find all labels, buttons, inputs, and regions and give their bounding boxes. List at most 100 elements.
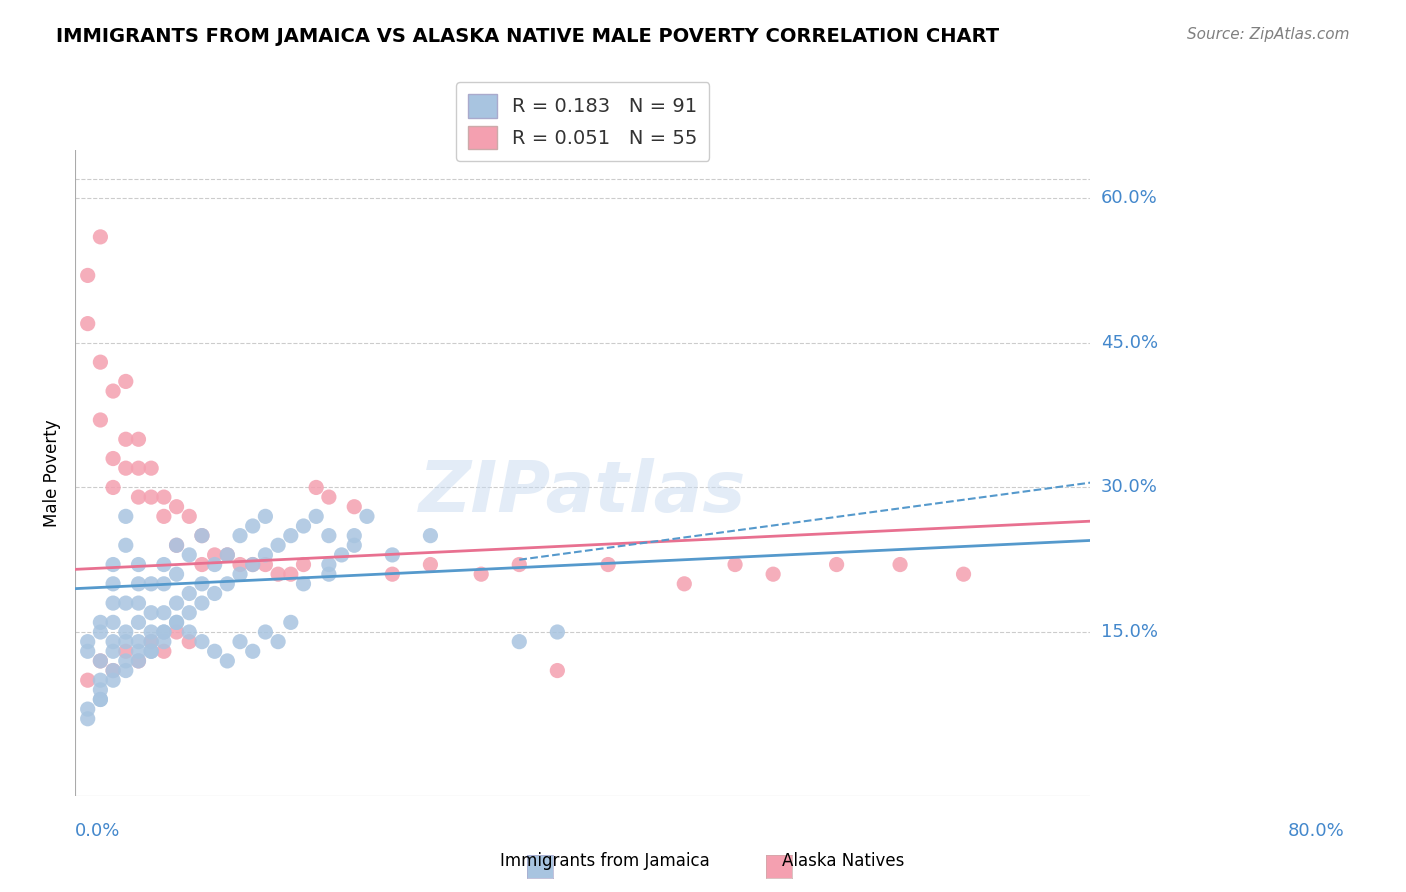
Point xyxy=(204,644,226,658)
Point xyxy=(470,567,492,582)
Point xyxy=(101,664,124,678)
Point xyxy=(179,548,201,562)
Point xyxy=(191,596,214,610)
Legend: R = 0.183   N = 91, R = 0.051   N = 55: R = 0.183 N = 91, R = 0.051 N = 55 xyxy=(456,82,710,161)
Point xyxy=(204,548,226,562)
Point xyxy=(153,625,176,640)
Text: ZIPatlas: ZIPatlas xyxy=(419,458,747,527)
Point xyxy=(141,461,163,475)
Point xyxy=(114,509,136,524)
Point xyxy=(204,586,226,600)
Point xyxy=(76,268,98,283)
Point xyxy=(305,509,328,524)
Point xyxy=(343,500,366,514)
Point xyxy=(343,538,366,552)
Text: 30.0%: 30.0% xyxy=(1101,478,1157,497)
Point xyxy=(141,490,163,504)
Point xyxy=(166,615,188,630)
Point xyxy=(114,432,136,446)
Point xyxy=(101,673,124,688)
Point xyxy=(166,596,188,610)
Point xyxy=(267,634,290,648)
Point xyxy=(292,519,315,533)
Point xyxy=(101,634,124,648)
Point xyxy=(153,558,176,572)
Point xyxy=(318,528,340,542)
Point xyxy=(101,577,124,591)
Point xyxy=(229,567,252,582)
Point xyxy=(166,567,188,582)
Point xyxy=(101,644,124,658)
Point xyxy=(89,673,111,688)
Point xyxy=(127,461,149,475)
Point xyxy=(267,567,290,582)
Point xyxy=(76,673,98,688)
Point xyxy=(217,577,239,591)
Point xyxy=(242,644,264,658)
Point xyxy=(141,606,163,620)
Point xyxy=(191,528,214,542)
Point xyxy=(381,548,404,562)
Point xyxy=(114,538,136,552)
Point xyxy=(76,712,98,726)
Point xyxy=(242,558,264,572)
Point xyxy=(127,654,149,668)
Point xyxy=(76,317,98,331)
Point xyxy=(191,634,214,648)
Point xyxy=(101,664,124,678)
Point xyxy=(724,558,747,572)
Point xyxy=(318,558,340,572)
Point xyxy=(89,692,111,706)
Point xyxy=(89,682,111,697)
Point xyxy=(825,558,848,572)
Point xyxy=(254,625,277,640)
Point xyxy=(153,509,176,524)
Point xyxy=(508,634,530,648)
Text: Immigrants from Jamaica: Immigrants from Jamaica xyxy=(499,852,710,870)
Point xyxy=(141,634,163,648)
Text: 60.0%: 60.0% xyxy=(1101,189,1157,207)
Text: 80.0%: 80.0% xyxy=(1288,822,1344,839)
Point xyxy=(127,596,149,610)
Point xyxy=(191,577,214,591)
Point xyxy=(166,625,188,640)
Point xyxy=(179,586,201,600)
Point xyxy=(89,654,111,668)
Point xyxy=(127,432,149,446)
Point xyxy=(127,577,149,591)
Text: 45.0%: 45.0% xyxy=(1101,334,1157,351)
Point xyxy=(76,702,98,716)
Point xyxy=(419,528,441,542)
Point xyxy=(508,558,530,572)
Point xyxy=(141,577,163,591)
Point xyxy=(254,558,277,572)
Point xyxy=(292,577,315,591)
Point xyxy=(217,548,239,562)
Point xyxy=(546,664,568,678)
Point xyxy=(89,625,111,640)
Point xyxy=(166,538,188,552)
Point xyxy=(381,567,404,582)
Point xyxy=(114,644,136,658)
Point xyxy=(254,509,277,524)
Point xyxy=(166,500,188,514)
Point xyxy=(217,654,239,668)
Point xyxy=(229,634,252,648)
Point xyxy=(419,558,441,572)
Point xyxy=(89,692,111,706)
Point xyxy=(318,567,340,582)
Point xyxy=(141,644,163,658)
Point xyxy=(89,615,111,630)
Point xyxy=(343,528,366,542)
Point xyxy=(101,558,124,572)
Point xyxy=(229,558,252,572)
Y-axis label: Male Poverty: Male Poverty xyxy=(44,419,60,527)
Point xyxy=(217,548,239,562)
Point xyxy=(204,558,226,572)
Point xyxy=(330,548,353,562)
Point xyxy=(127,615,149,630)
Text: Alaska Natives: Alaska Natives xyxy=(782,852,905,870)
Point xyxy=(101,480,124,494)
Point xyxy=(114,596,136,610)
Text: Source: ZipAtlas.com: Source: ZipAtlas.com xyxy=(1187,27,1350,42)
